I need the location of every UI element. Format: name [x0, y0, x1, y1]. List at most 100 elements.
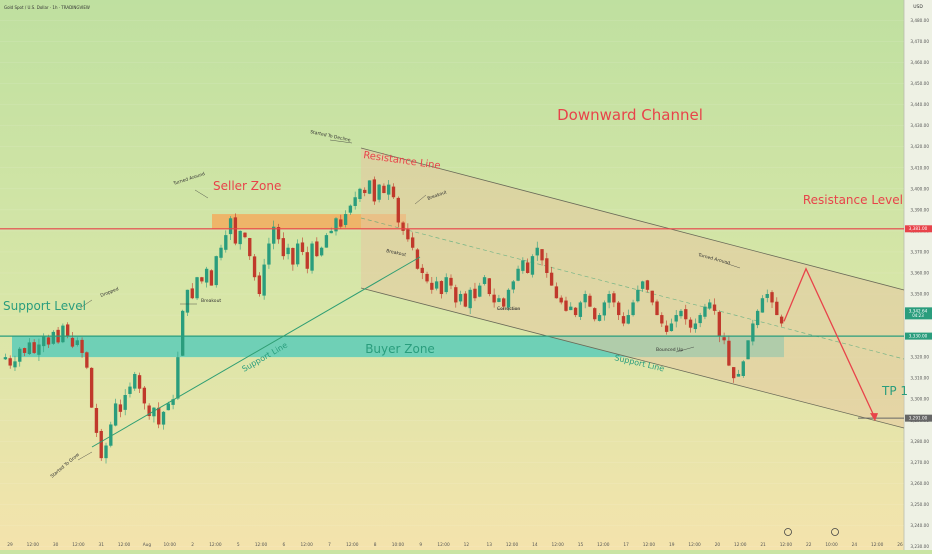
- candle-body: [372, 179, 377, 202]
- candle-body: [439, 281, 444, 295]
- candle-body: [391, 186, 396, 198]
- candle-body: [660, 315, 664, 324]
- candle-body: [37, 344, 41, 355]
- candle-body: [109, 424, 113, 446]
- x-tick-label: 17: [623, 542, 629, 548]
- x-tick-label: 10:00: [164, 542, 177, 548]
- x-tick-label: 12:00: [346, 542, 359, 548]
- candle-body: [688, 319, 693, 328]
- candle-body: [319, 247, 324, 256]
- candle-body: [171, 399, 175, 405]
- x-tick-label: 24: [852, 542, 858, 548]
- candle-body: [708, 302, 712, 309]
- candle-body: [27, 342, 32, 355]
- candle-body: [3, 357, 8, 360]
- y-tick-label: 3,320.00: [910, 355, 929, 360]
- x-tick-label: 12:00: [597, 542, 610, 548]
- flag-icon[interactable]: [831, 528, 839, 536]
- trend-lines: [0, 139, 904, 461]
- candle-body: [89, 367, 94, 408]
- candle-body: [137, 375, 142, 389]
- candle-body: [607, 294, 611, 303]
- candle-body: [617, 302, 621, 316]
- candle-body: [75, 340, 79, 346]
- y-tick-label: 3,270.00: [910, 460, 929, 465]
- candle-body: [741, 361, 745, 376]
- x-tick-label: 12:00: [72, 542, 85, 548]
- candle-body: [166, 403, 170, 411]
- x-tick-label: 12:00: [437, 542, 450, 548]
- candle-body: [511, 281, 515, 290]
- candle-body: [70, 337, 75, 347]
- seller-zone: [212, 214, 406, 229]
- candle-body: [674, 315, 678, 322]
- candle-body: [430, 282, 434, 290]
- candle-body: [703, 306, 707, 317]
- y-tick-label: 3,300.00: [910, 397, 929, 402]
- candle-body: [367, 180, 372, 194]
- downward-channel-label: Downward Channel: [557, 106, 703, 124]
- y-tick-label: 3,460.00: [910, 60, 929, 65]
- support-trend-line: [91, 256, 421, 448]
- y-tick-label: 3,470.00: [910, 39, 929, 44]
- annotation-arrow: [675, 346, 695, 353]
- x-tick-label: 12:00: [209, 542, 222, 548]
- candle-body: [410, 237, 415, 248]
- candle-body: [612, 293, 616, 303]
- x-tick-label: 12:00: [643, 542, 656, 548]
- candle-body: [343, 214, 348, 225]
- price-tag: [905, 307, 932, 320]
- candle-body: [176, 357, 180, 399]
- tp1-label: TP 1: [881, 384, 908, 398]
- candle-body: [329, 230, 333, 234]
- x-tick-label: 21: [760, 542, 766, 548]
- y-tick-label: 3,260.00: [910, 481, 929, 486]
- x-tick-label: 12:00: [27, 542, 40, 548]
- candle-body: [32, 342, 36, 353]
- buyer-zone-label: Buyer Zone: [365, 342, 435, 356]
- x-tick-label: 15: [578, 542, 584, 548]
- candle-body: [406, 229, 410, 240]
- candle-body: [190, 288, 194, 299]
- price-axis-background: [904, 0, 932, 550]
- candle-body: [209, 270, 214, 286]
- candle-body: [295, 243, 300, 265]
- x-tick-label: 10:00: [392, 542, 405, 548]
- candle-body: [262, 264, 266, 296]
- candle-body: [334, 218, 338, 232]
- candle-body: [645, 280, 650, 290]
- candle-body: [396, 197, 400, 223]
- indicator-icon[interactable]: [784, 528, 792, 536]
- candle-body: [128, 386, 132, 394]
- x-tick-label: 12:00: [551, 542, 564, 548]
- y-tick-label: 3,410.00: [910, 165, 929, 170]
- x-tick-label: 26: [897, 542, 903, 548]
- candle-body: [425, 273, 429, 282]
- x-tick-label: 10:00: [825, 542, 838, 548]
- candle-body: [755, 310, 760, 326]
- x-tick-label: 12:00: [255, 542, 268, 548]
- candle-body: [449, 277, 453, 286]
- candle-body: [382, 185, 386, 194]
- candle-body: [123, 395, 127, 410]
- candle-body: [8, 358, 12, 366]
- candle-body: [770, 292, 774, 303]
- candle-body: [99, 430, 103, 459]
- annotation-arrow: [194, 189, 209, 199]
- candle-body: [152, 407, 156, 417]
- y-tick-label: 3,370.00: [910, 249, 929, 254]
- x-tick-label: 2: [191, 542, 194, 548]
- x-tick-label: 6: [282, 542, 285, 548]
- candle-body: [104, 445, 108, 459]
- price-tag-label: 3,330.00: [909, 334, 928, 339]
- candle-body: [401, 222, 405, 231]
- x-tick-label: 12:00: [688, 542, 701, 548]
- candle-body: [545, 258, 549, 273]
- candle-body: [363, 189, 367, 194]
- candle-body: [157, 407, 161, 425]
- x-tick-label: 12:00: [118, 542, 131, 548]
- candle-body: [181, 310, 185, 356]
- x-tick-label: 22: [806, 542, 812, 548]
